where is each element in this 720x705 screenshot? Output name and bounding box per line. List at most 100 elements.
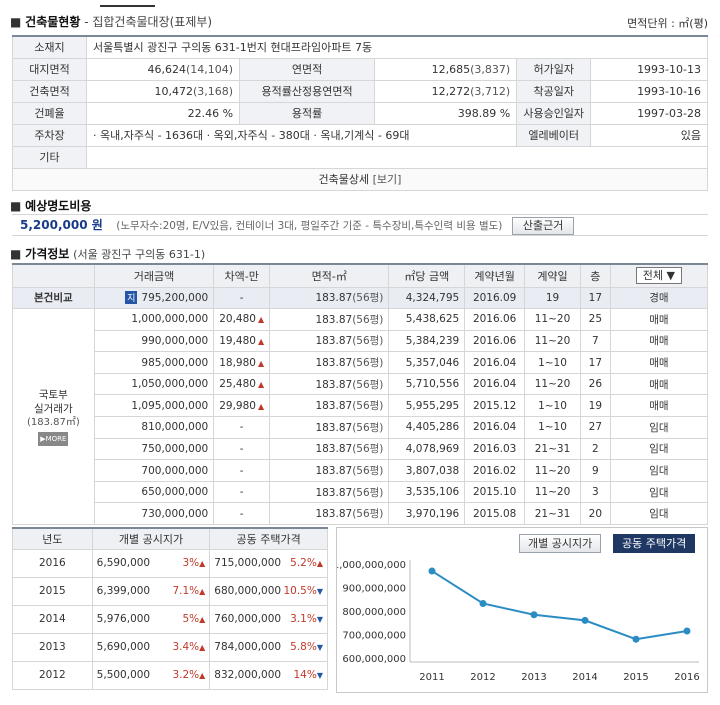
table-row: 650,000,000-183.87(56평) 3,535,106 2015.10 1… <box>13 480 709 504</box>
contract-ym-cell: 2015.12 <box>464 394 526 418</box>
data-point <box>530 611 538 619</box>
amount-cell: 650,000,000 <box>93 480 215 504</box>
table-row: 2015 6,399,000 7.1%▲ 680,000,000 10.5%▼ <box>12 576 328 606</box>
increase-arrow-icon: ▲ <box>257 358 265 368</box>
floor-cell: 27 <box>579 416 611 439</box>
contract-day-cell: 1~10 <box>524 351 581 374</box>
table-row: 700,000,000-183.87(56평) 3,807,038 2016.02 1… <box>13 459 709 482</box>
table-row: 2014 5,976,000 5%▲ 760,000,000 3.1%▼ <box>12 604 328 634</box>
per-sqm-cell: 5,955,295 <box>388 394 466 418</box>
own-contract-day: 19 <box>524 286 581 310</box>
contract-ym-cell: 2016.06 <box>464 308 526 331</box>
price-table: 거래금액 차액-만 면적-㎡ ㎡당 금액 계약년월 계약일 층 전체 ▼ 본건비… <box>12 263 709 526</box>
contract-ym-cell: 2015.10 <box>464 480 526 504</box>
floor-cell: 25 <box>579 308 611 331</box>
header-contract-day: 계약일 <box>524 263 581 288</box>
land-price-cell: 5,976,000 5%▲ <box>91 604 211 634</box>
elevator-label: 엘레베이터 <box>516 123 592 147</box>
x-tick-label: 2013 <box>521 672 546 683</box>
building-section-title: ■ 건축물현황 - 집합건축물대장(표제부) <box>10 13 212 30</box>
area-cell: 183.87(56평) <box>269 502 390 526</box>
contract-ym-cell: 2016.04 <box>464 372 526 396</box>
floor-cell: 3 <box>579 480 611 504</box>
x-tick-label: 2012 <box>470 672 495 683</box>
etc-value <box>86 145 708 169</box>
bullet-icon: ■ <box>10 15 26 29</box>
yearly-header-row: 년도 개별 공시지가 공동 주택가격 <box>12 527 328 550</box>
yearly-price-table: 년도 개별 공시지가 공동 주택가격 2016 6,590,000 3%▲ 715,0… <box>12 527 328 690</box>
type-cell: 매매 <box>609 329 709 353</box>
decrease-arrow-icon: ▼ <box>316 587 323 596</box>
table-row: 1,095,000,000 29,980 ▲ 183.87(56평) 5,955,295… <box>13 394 709 418</box>
own-amount: 지 795,200,000 <box>93 286 215 310</box>
bullet-icon: ■ <box>10 199 26 213</box>
own-diff: - <box>213 286 271 310</box>
building-title: 건축물현황 <box>25 15 81 29</box>
own-comparison-row: 본건비교 지 795,200,000 - 183.87(56평) 4,324,79… <box>12 286 709 310</box>
calculation-basis-button[interactable]: 산출근거 <box>511 217 575 235</box>
decrease-arrow-icon: ▼ <box>316 671 323 680</box>
type-filter-select[interactable]: 전체 ▼ <box>635 267 682 285</box>
floor-cell: 9 <box>579 459 611 482</box>
approval-date-value: 1997-03-28 <box>590 101 708 125</box>
amount-cell: 990,000,000 <box>93 329 215 353</box>
area-cell: 183.87(56평) <box>269 308 390 331</box>
elevator-value: 있음 <box>590 123 708 147</box>
own-area: 183.87(56평) <box>269 286 390 310</box>
type-cell: 임대 <box>609 480 709 504</box>
type-cell: 임대 <box>609 437 709 461</box>
tab-house-price[interactable]: 공동 주택가격 <box>613 534 696 553</box>
y-tick-label: 600,000,000 <box>342 654 406 665</box>
building-detail-row: 건축물상세 [보기] <box>12 167 708 191</box>
header-diff: 차액-만 <box>213 263 271 288</box>
x-tick-label: 2011 <box>419 672 444 683</box>
area-cell: 183.87(56평) <box>269 351 390 374</box>
cost-title: 예상명도비용 <box>25 199 92 213</box>
diff-cell: 25,480 ▲ <box>213 372 271 396</box>
molit-real-price-label: 국토부 실거래가 (183.87㎡) ▶MORE <box>12 308 95 526</box>
diff-cell: 19,480 ▲ <box>213 329 271 353</box>
building-detail-link[interactable]: [보기] <box>372 173 402 186</box>
house-price-cell: 715,000,000 5.2%▲ <box>209 548 328 578</box>
building-info-table: 소재지 서울특별시 광진구 구의동 631-1번지 현대프라임아파트 7동 대지… <box>12 35 708 191</box>
more-button[interactable]: ▶MORE <box>38 431 69 446</box>
table-row: 750,000,000-183.87(56평) 4,078,969 2016.03 2… <box>13 437 709 461</box>
coverage-ratio-value: 22.46 % <box>85 101 241 125</box>
amount-cell: 985,000,000 <box>93 351 215 374</box>
type-cell: 임대 <box>609 502 709 526</box>
per-sqm-cell: 4,078,969 <box>388 437 466 461</box>
per-sqm-cell: 3,535,106 <box>388 480 466 504</box>
contract-day-cell: 11~20 <box>524 480 581 504</box>
tab-land-price[interactable]: 개별 공시지가 <box>519 534 602 553</box>
price-chart-panel: 개별 공시지가 공동 주택가격 1,000,000,000 900,000,000… <box>336 527 708 693</box>
year-cell: 2016 <box>12 548 93 578</box>
decrease-arrow-icon: ▼ <box>316 615 323 624</box>
header-per-sqm: ㎡당 금액 <box>388 263 466 288</box>
permit-date-value: 1993-10-13 <box>590 57 708 81</box>
increase-arrow-icon: ▲ <box>199 615 206 624</box>
etc-label: 기타 <box>12 145 87 169</box>
contract-ym-cell: 2016.06 <box>464 329 526 353</box>
table-row: 1,050,000,000 25,480 ▲ 183.87(56평) 5,710,556… <box>13 372 709 396</box>
diff-cell: - <box>213 502 271 526</box>
header-land-price: 개별 공시지가 <box>91 527 211 550</box>
diff-cell: - <box>213 480 271 504</box>
land-price-cell: 6,590,000 3%▲ <box>91 548 211 578</box>
contract-ym-cell: 2016.04 <box>464 416 526 439</box>
decrease-arrow-icon: ▼ <box>316 643 323 652</box>
contract-day-cell: 1~10 <box>524 416 581 439</box>
per-sqm-cell: 5,438,625 <box>388 308 466 331</box>
floor-area-value: 12,685(3,837) <box>374 57 518 81</box>
price-header-row: 거래금액 차액-만 면적-㎡ ㎡당 금액 계약년월 계약일 층 전체 ▼ <box>12 263 709 288</box>
area-cell: 183.87(56평) <box>269 416 390 439</box>
building-area-label: 건축면적 <box>12 79 87 103</box>
table-row: 810,000,000-183.87(56평) 4,405,286 2016.04 1… <box>13 416 709 439</box>
header-amount: 거래금액 <box>93 263 215 288</box>
cost-section-title: ■ 예상명도비용 <box>10 197 91 214</box>
contract-day-cell: 11~20 <box>524 372 581 396</box>
data-point <box>683 627 691 635</box>
increase-arrow-icon: ▲ <box>257 336 265 346</box>
own-comparison-label: 본건비교 <box>12 286 95 310</box>
increase-arrow-icon: ▲ <box>257 380 265 390</box>
area-cell: 183.87(56평) <box>269 372 390 396</box>
